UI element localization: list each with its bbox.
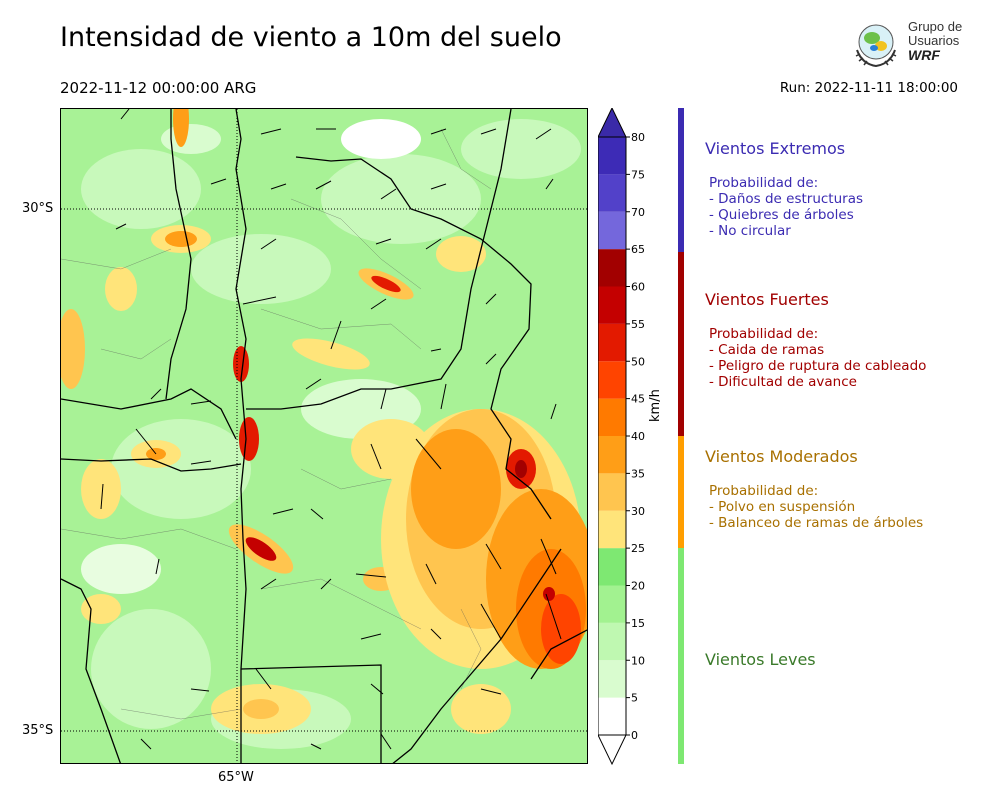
lon-label-65w: 65°W: [218, 770, 254, 785]
colorbar-tick-label: 55: [631, 318, 645, 331]
colorbar-tick-label: 0: [631, 729, 638, 742]
colorbar-tick-label: 15: [631, 617, 645, 630]
graticule: [61, 109, 587, 763]
category-title: Vientos Moderados: [705, 447, 858, 466]
colorbar-tick-label: 30: [631, 505, 645, 518]
wind-field: [61, 109, 587, 763]
strong-region: [381, 409, 587, 669]
colorbar-ticks: 0 5 10 15 20 25 30 35 40 45 50 55 60 65 70 75 80: [626, 131, 645, 742]
globe-icon: [855, 24, 897, 68]
colorbar-level: [598, 510, 626, 549]
light-patches: [81, 119, 581, 749]
category-bar: [678, 548, 684, 764]
colorbar-level: [598, 286, 626, 324]
lat-label-30s: 30°S: [22, 201, 54, 216]
wind-arrows: [100, 109, 562, 750]
colorbar-tick-label: 20: [631, 580, 645, 593]
chart-title: Intensidad de viento a 10m del suelo: [60, 22, 562, 53]
colorbar-tick-label: 35: [631, 467, 645, 480]
colorbar-tick-label: 80: [631, 131, 645, 144]
colorbar-levels: [598, 137, 626, 735]
colorbar-tick-label: 65: [631, 243, 645, 256]
colorbar-tick-label: 5: [631, 692, 638, 705]
colorbar-level: [598, 174, 626, 212]
borders: [61, 109, 587, 763]
logo-line3: WRF: [908, 47, 940, 63]
category-title: Vientos Leves: [705, 650, 816, 669]
province-lines: [61, 128, 492, 720]
colorbar-level: [598, 249, 626, 287]
category-block: Vientos Moderados Probabilidad de: - Polv…: [705, 447, 923, 531]
colorbar-level: [598, 660, 626, 698]
logo-line1: Grupo de: [908, 19, 963, 34]
category-title: Vientos Fuertes: [705, 290, 829, 309]
colorbar-tick-label: 45: [631, 393, 645, 406]
wind-map: [60, 108, 588, 764]
colorbar-level: [598, 323, 626, 362]
colorbar-unit-label: km/h: [648, 389, 663, 422]
category-description: Probabilidad de: - Daños de estructuras …: [709, 175, 864, 239]
category-block: Vientos Fuertes Probabilidad de: - Caida …: [705, 290, 926, 390]
colorbar-tick-label: 60: [631, 281, 645, 294]
wrf-logo: Grupo de Usuarios WRF: [848, 18, 973, 74]
category-description: Probabilidad de: - Polvo en suspensión -…: [709, 483, 924, 531]
colorbar-level: [598, 211, 626, 250]
colorbar-level: [598, 361, 626, 399]
colorbar-tick-label: 75: [631, 168, 645, 181]
category-block: Vientos Extremos Probabilidad de: - Daños…: [705, 139, 863, 239]
category-bar: [678, 108, 684, 252]
colorbar-extend-bottom: [598, 734, 627, 766]
category-block: Vientos Leves: [705, 650, 816, 669]
colorbar: 0 5 10 15 20 25 30 35 40 45 50 55 60 65 70 75 80: [598, 108, 645, 766]
colorbar-level: [598, 473, 626, 511]
colorbar-level: [598, 622, 626, 661]
colorbar-tick-label: 40: [631, 430, 645, 443]
valid-time: 2022-11-12 00:00:00 ARG: [60, 79, 257, 97]
run-time: Run: 2022-11-11 18:00:00: [779, 80, 958, 96]
colorbar-level: [598, 137, 626, 175]
colorbar-level: [598, 585, 626, 623]
category-bar: [678, 436, 684, 548]
lat-label-35s: 35°S: [22, 723, 54, 738]
colorbar-tick-label: 10: [631, 654, 645, 667]
logo-line2: Usuarios: [908, 33, 960, 48]
category-bar: [678, 252, 684, 436]
colorbar-tick-label: 70: [631, 206, 645, 219]
colorbar-level: [598, 548, 626, 586]
colorbar-extend-top: [598, 108, 627, 138]
colorbar-tick-label: 25: [631, 542, 645, 555]
colorbar-tick-label: 50: [631, 355, 645, 368]
colorbar-level: [598, 697, 626, 735]
category-title: Vientos Extremos: [705, 139, 846, 158]
colorbar-level: [598, 436, 626, 474]
category-description: Probabilidad de: - Caida de ramas - Peli…: [709, 326, 927, 390]
colorbar-level: [598, 398, 626, 436]
